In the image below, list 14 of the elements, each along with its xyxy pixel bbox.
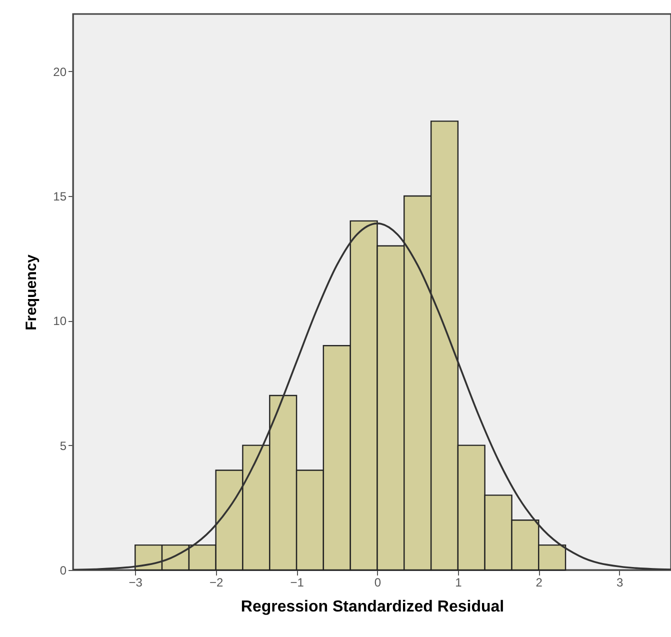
- y-tick-label: 5: [60, 438, 67, 453]
- y-tick-label: 10: [53, 314, 67, 328]
- x-tick-label: 2: [536, 576, 543, 590]
- x-tick-label: 1: [455, 576, 462, 590]
- y-tick-label: 15: [53, 190, 67, 204]
- x-axis-title: Regression Standardized Residual: [240, 598, 504, 616]
- x-tick-label: −2: [210, 576, 224, 590]
- x-tick-label: −3: [128, 576, 143, 590]
- y-tick-label: 20: [53, 64, 67, 79]
- x-tick-label: 0: [374, 576, 382, 590]
- y-tick-label: 0: [60, 564, 67, 578]
- y-axis-title: Frequency: [23, 254, 40, 330]
- x-tick-label: −1: [290, 576, 304, 590]
- x-tick-label: 3: [616, 576, 624, 590]
